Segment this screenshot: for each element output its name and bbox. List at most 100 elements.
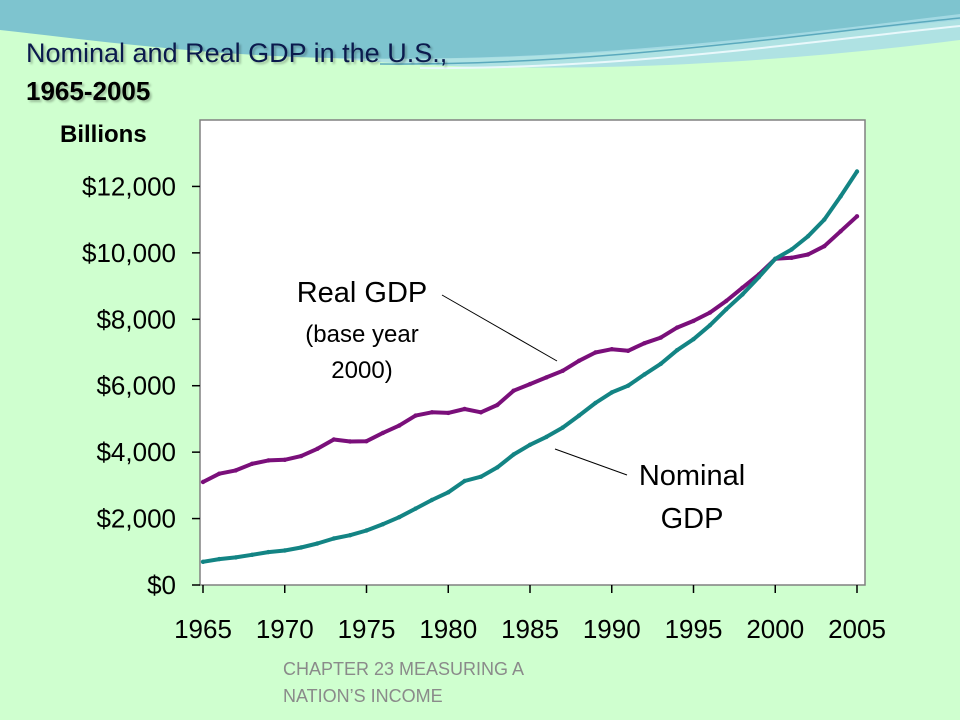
data-point-nominal [282, 548, 287, 553]
nominal-gdp-leader-line [554, 448, 628, 476]
real-gdp-base-year-label: (base year [305, 321, 418, 348]
data-point-real [298, 453, 304, 459]
data-point-nominal [707, 323, 713, 328]
data-point-nominal [495, 465, 500, 470]
data-point-nominal [773, 256, 778, 261]
data-point-real [364, 439, 369, 444]
data-point-real [266, 458, 271, 463]
y-tick-label: $2,000 [96, 504, 176, 534]
slide-subtitle-years: 1965-2005 [26, 76, 151, 106]
y-tick-label: $12,000 [82, 171, 176, 201]
data-point-nominal [724, 307, 729, 312]
data-point-real [413, 413, 418, 418]
data-point-real [380, 430, 386, 436]
data-point-nominal [527, 442, 533, 447]
data-point-nominal [560, 425, 565, 430]
y-tick-label: $8,000 [96, 304, 176, 334]
chapter-footer: CHAPTER 23 MEASURING A NATION’S INCOME [283, 656, 524, 710]
x-tick-label: 1995 [665, 614, 723, 644]
data-point-real [478, 410, 484, 415]
data-point-nominal [200, 559, 206, 564]
data-point-nominal [593, 400, 598, 406]
data-point-real [446, 410, 451, 416]
data-point-nominal [674, 348, 680, 353]
y-tick-label: $10,000 [82, 238, 176, 268]
data-point-nominal [462, 478, 467, 484]
slide-title: Nominal and Real GDP in the U.S., [26, 38, 448, 68]
data-point-nominal [233, 555, 238, 560]
data-point-real [740, 285, 745, 290]
series-points-nominal [200, 169, 860, 564]
y-tick-label: $4,000 [96, 437, 176, 467]
data-point-nominal [838, 194, 843, 199]
data-point-real [658, 335, 663, 340]
data-point-nominal [249, 552, 255, 557]
data-point-real [249, 461, 255, 466]
footer-line-2: NATION’S INCOME [283, 686, 443, 706]
data-point-real [854, 214, 860, 219]
footer-line-1: CHAPTER 23 MEASURING A [283, 659, 525, 679]
data-point-real [429, 410, 435, 415]
data-point-nominal [331, 536, 336, 541]
nominal-gdp-label: Nominal [639, 460, 745, 492]
data-point-real [691, 318, 696, 324]
data-point-real [347, 439, 353, 444]
data-point-real [233, 468, 238, 473]
data-point-real [560, 368, 565, 373]
data-point-real [609, 347, 614, 352]
data-point-real [397, 423, 402, 428]
data-point-nominal [347, 533, 353, 538]
data-point-nominal [217, 556, 222, 562]
nominal-gdp-label-gdp: GDP [661, 503, 724, 535]
data-point-real [331, 437, 336, 442]
data-point-real [593, 350, 598, 355]
x-tick-label: 2000 [746, 614, 804, 644]
data-point-real [200, 479, 206, 485]
data-point-real [707, 310, 713, 315]
data-point-nominal [315, 541, 320, 546]
real-gdp-base-year-value: 2000) [331, 357, 392, 384]
data-point-nominal [364, 528, 369, 533]
data-point-nominal [397, 515, 402, 520]
data-point-real [527, 381, 533, 387]
data-point-nominal [446, 490, 451, 495]
y-axis-label: Billions [60, 121, 147, 148]
data-point-nominal [805, 234, 811, 239]
data-point-nominal [609, 390, 614, 395]
data-point-nominal [854, 169, 860, 174]
data-point-nominal [429, 497, 435, 503]
data-point-real [217, 471, 222, 476]
data-point-nominal [576, 413, 582, 418]
data-point-real [838, 229, 843, 234]
data-point-nominal [691, 337, 696, 342]
plot-area [199, 119, 866, 586]
header-swoosh-decoration [0, 0, 960, 70]
data-point-nominal [544, 434, 549, 440]
data-point-real [625, 348, 631, 353]
data-point-real [822, 244, 827, 249]
y-tick-label: $6,000 [96, 371, 176, 401]
data-point-real [576, 358, 582, 363]
x-tick-label: 1985 [501, 614, 559, 644]
x-tick-label: 2005 [828, 614, 886, 644]
data-point-nominal [266, 549, 271, 555]
y-tick-label: $0 [147, 570, 176, 600]
x-tick-label: 1990 [583, 614, 641, 644]
data-point-real [495, 402, 500, 408]
data-point-real [789, 255, 794, 260]
data-point-nominal [756, 274, 762, 280]
data-point-nominal [298, 545, 304, 550]
data-point-nominal [478, 474, 484, 479]
data-point-nominal [380, 522, 386, 527]
data-point-nominal [625, 383, 631, 388]
x-tick-label: 1980 [419, 614, 477, 644]
data-point-real [511, 388, 516, 393]
data-point-nominal [822, 217, 827, 222]
data-point-nominal [642, 372, 647, 377]
data-point-real [642, 341, 647, 346]
data-point-real [805, 252, 811, 257]
real-gdp-label: Real GDP [297, 277, 428, 309]
data-point-nominal [740, 292, 745, 297]
x-tick-label: 1965 [174, 614, 232, 644]
